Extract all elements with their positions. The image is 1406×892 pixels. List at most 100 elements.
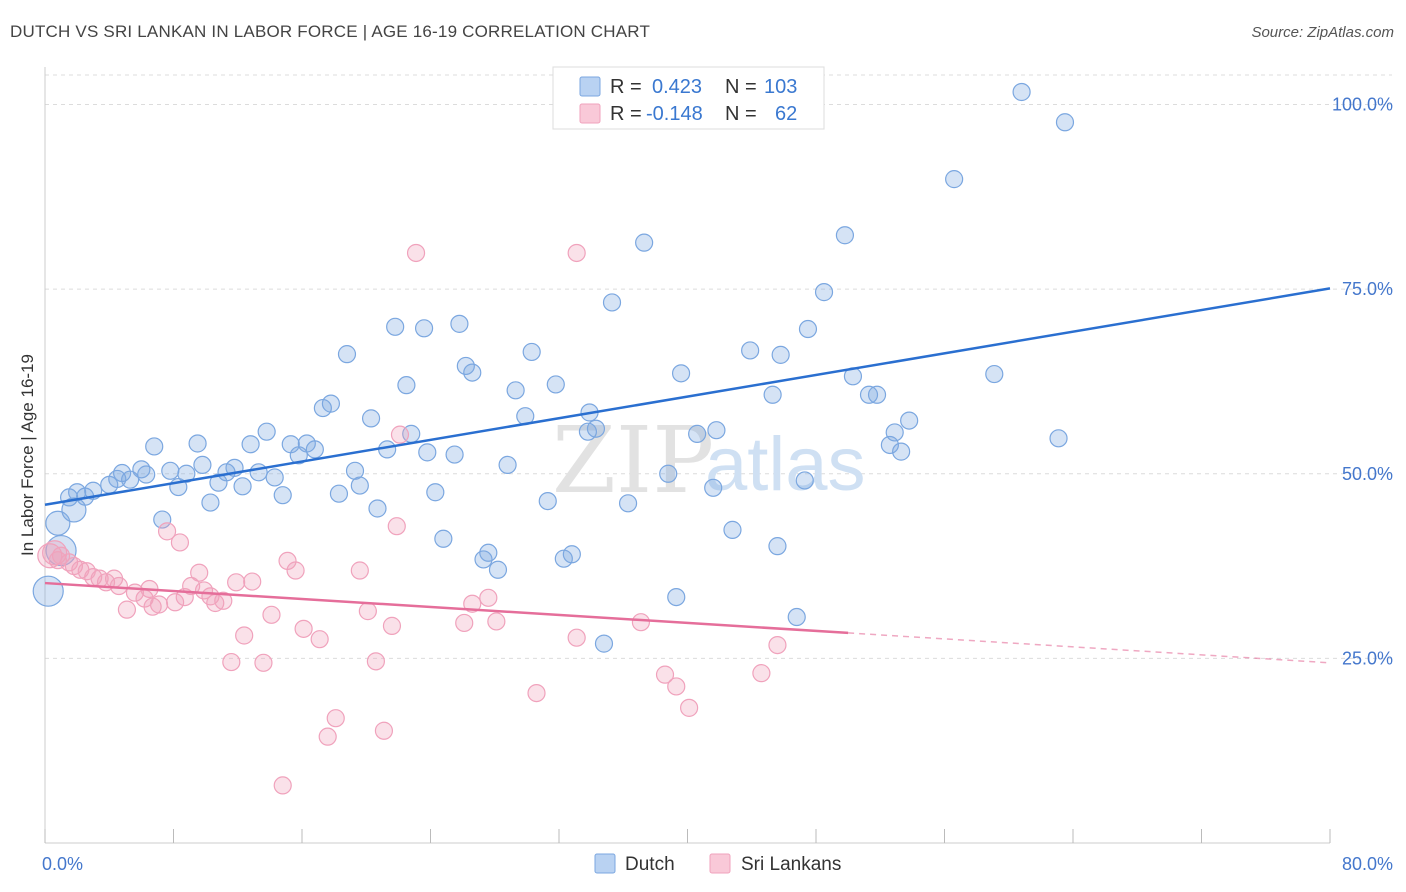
sri-lankan-trend-line: [44, 581, 849, 635]
watermark-atlas: atlas: [705, 422, 866, 507]
dutch-point-61: [522, 342, 541, 362]
dutch-point-70: [602, 293, 622, 312]
dutch-point-50: [434, 529, 453, 548]
sri-lankan-point-51: [463, 594, 482, 613]
dutch-point-88: [835, 226, 855, 245]
dutch-point-44: [386, 317, 405, 336]
dutch-point-82: [768, 537, 787, 556]
sri-lankan-point-39: [310, 630, 329, 649]
y-axis-title: In Labor Force | Age 16-19: [18, 354, 37, 556]
dutch-point-59: [506, 381, 525, 400]
dutch-point-74: [667, 587, 686, 607]
dutch-point-78: [707, 421, 726, 440]
sri-lankan-point-43: [358, 602, 377, 621]
dutch-point-77: [704, 478, 723, 497]
legend-swatch-sri-lankans: [579, 103, 601, 124]
sri-lankan-point-49: [406, 243, 426, 263]
sri-lankan-point-38: [294, 619, 313, 638]
legend-n-value-1: 103: [764, 76, 797, 98]
series-dutch-points: [32, 82, 1075, 653]
sri-lankan-point-40: [326, 709, 345, 728]
dutch-point-19: [188, 434, 207, 453]
sri-lankan-point-18: [149, 595, 169, 614]
dutch-point-27: [249, 463, 268, 482]
dutch-point-15: [153, 510, 172, 529]
dutch-trend-line: [44, 287, 1331, 507]
dutch-point-84: [787, 607, 806, 627]
sri-lankan-point-53: [487, 612, 506, 631]
dutch-point-91: [867, 385, 887, 404]
dutch-point-20: [193, 455, 212, 475]
dutch-point-49: [426, 483, 445, 502]
bottom-legend-label-sri-lankans: Sri Lankans: [741, 854, 841, 875]
x-tick-label-max: 80.0%: [1342, 854, 1393, 874]
trend-lines: [44, 287, 1331, 664]
axes: [44, 67, 1331, 844]
dutch-point-30: [273, 486, 292, 505]
legend-n-value-2: 62: [775, 103, 797, 125]
sri-lankan-point-29: [222, 652, 241, 672]
sri-lankan-point-56: [567, 243, 586, 263]
sri-lankan-point-62: [768, 635, 787, 655]
dutch-point-98: [1012, 82, 1031, 102]
dutch-point-28: [257, 422, 276, 441]
sri-lankan-point-58: [655, 665, 675, 684]
sri-lankan-point-20: [166, 593, 185, 612]
sri-lankan-point-45: [374, 721, 394, 740]
sri-lankan-point-28: [214, 591, 233, 610]
sri-lankan-point-24: [190, 563, 209, 582]
y-tick-labels: 25.0% 50.0% 75.0% 100.0%: [1332, 95, 1393, 669]
sri-lankan-point-34: [262, 605, 281, 624]
y-tick-label-3: 100.0%: [1332, 95, 1393, 115]
legend-n-label-1: N =: [725, 76, 757, 98]
dutch-point-13: [137, 465, 156, 484]
dutch-point-75: [671, 364, 691, 383]
legend-swatch-dutch: [579, 76, 601, 97]
sri-lankan-point-50: [455, 613, 474, 633]
legend-r-label-2: R =: [610, 103, 642, 125]
dutch-point-29: [265, 468, 284, 487]
sri-lankan-point-21: [170, 533, 190, 552]
series-sri-lankans-points: [37, 243, 787, 795]
dutch-point-96: [945, 170, 964, 189]
legend-n-label-2: N =: [725, 103, 757, 125]
legend-top: R = 0.423 N = 103 R = -0.148 N = 62: [552, 66, 825, 130]
dutch-point-36: [321, 394, 341, 413]
sri-lankan-point-32: [243, 572, 262, 591]
dutch-point-81: [763, 385, 782, 404]
dutch-point-97: [985, 364, 1004, 384]
dutch-point-87: [814, 283, 834, 302]
sri-lankan-point-60: [680, 698, 699, 717]
dutch-point-53: [463, 363, 482, 382]
dutch-point-48: [418, 443, 437, 462]
dutch-point-85: [795, 471, 814, 490]
dutch-point-34: [305, 440, 324, 459]
dutch-point-63: [546, 375, 565, 394]
sri-lankan-point-31: [235, 626, 254, 645]
sri-lankan-point-42: [350, 561, 369, 580]
dutch-point-94: [892, 442, 911, 461]
dutch-point-45: [397, 376, 416, 395]
dutch-point-41: [361, 409, 381, 428]
sri-lankan-trend-line-extension: [848, 632, 1331, 664]
dutch-point-58: [498, 455, 517, 475]
dutch-point-18: [177, 464, 196, 483]
dutch-point-38: [337, 345, 357, 364]
dutch-point-80: [741, 341, 760, 360]
dutch-point-0: [32, 575, 64, 607]
sri-lankan-point-30: [227, 573, 246, 592]
dutch-point-100: [1049, 429, 1068, 448]
sri-lankan-point-52: [479, 588, 498, 607]
sri-lankan-point-54: [527, 683, 546, 703]
dutch-point-76: [688, 424, 707, 443]
sri-lankan-point-57: [631, 613, 651, 632]
sri-lankan-point-47: [387, 517, 406, 536]
y-tick-label-1: 50.0%: [1342, 464, 1393, 484]
dutch-point-54: [445, 445, 464, 464]
sri-lankan-point-55: [567, 628, 586, 647]
dutch-point-37: [329, 484, 349, 503]
dutch-point-73: [659, 464, 678, 483]
legend-r-value-1: 0.423: [652, 76, 702, 98]
y-tick-label-0: 25.0%: [1342, 648, 1393, 668]
